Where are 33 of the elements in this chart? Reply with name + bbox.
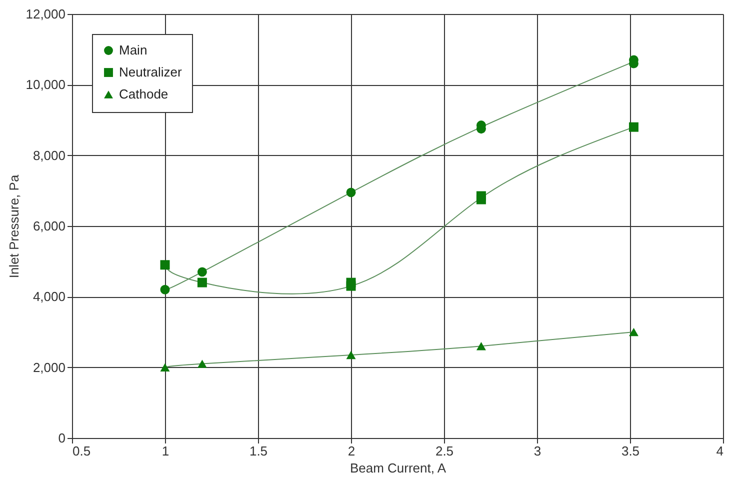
x-tick-label: 1.5 — [249, 444, 268, 458]
point — [160, 363, 170, 372]
x-tick-label: 1 — [162, 444, 170, 458]
y-tick-label: 2,000 — [32, 360, 66, 375]
legend-label: Neutralizer — [119, 64, 183, 80]
point — [346, 188, 356, 198]
point — [346, 281, 356, 291]
x-axis-title: Beam Current, A — [350, 460, 446, 476]
x-tick-label: 0.5 — [72, 444, 91, 458]
y-tick-label: 12,000 — [26, 6, 66, 22]
y-tick-label: 6,000 — [32, 218, 66, 234]
point — [628, 328, 638, 336]
point — [197, 360, 207, 368]
point — [346, 350, 356, 360]
point — [160, 260, 170, 270]
legend-label: Cathode — [119, 86, 168, 102]
point — [160, 284, 170, 294]
y-tick-label: 0 — [58, 430, 66, 446]
y-tick-label: 10,000 — [26, 77, 66, 92]
legend-label: Main — [119, 42, 148, 58]
point — [476, 342, 486, 350]
point — [476, 194, 486, 204]
x-tick-label: 2.5 — [435, 444, 454, 458]
point — [197, 267, 207, 277]
y-tick-label: 8,000 — [32, 148, 66, 163]
x-tick-label: 3.5 — [621, 444, 640, 458]
point — [197, 278, 207, 288]
y-tick-label: 4,000 — [32, 289, 66, 304]
point — [628, 122, 638, 132]
x-tick-label: 4 — [716, 444, 724, 458]
y-axis-title: Inlet Pressure, Pa — [6, 174, 22, 278]
x-tick-label: 2 — [348, 444, 356, 458]
x-tick-label: 3 — [534, 444, 542, 458]
